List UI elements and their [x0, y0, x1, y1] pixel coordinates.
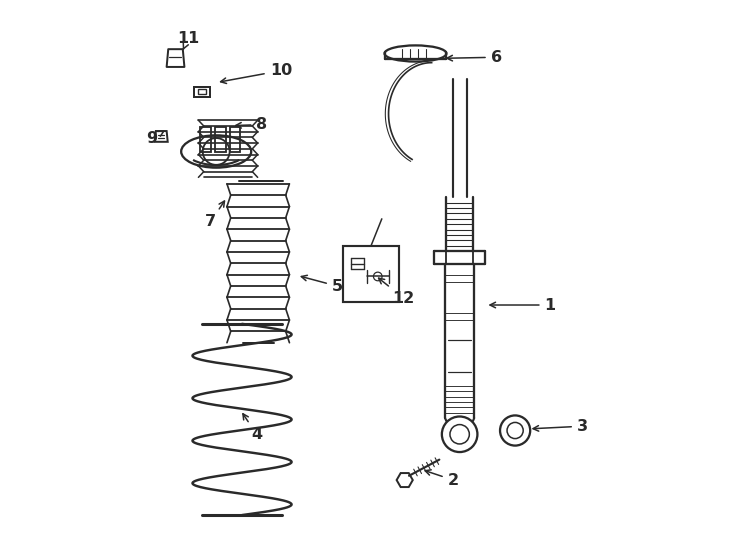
Text: 12: 12 — [379, 278, 415, 306]
Text: 1: 1 — [490, 298, 556, 313]
Text: 4: 4 — [243, 414, 262, 442]
Bar — [198, 89, 206, 94]
Bar — [343, 246, 399, 302]
Text: 10: 10 — [221, 63, 292, 84]
Text: 2: 2 — [425, 470, 459, 488]
Text: 9: 9 — [146, 131, 164, 146]
Text: 11: 11 — [177, 31, 200, 49]
Bar — [230, 127, 241, 152]
Bar — [200, 127, 211, 152]
Text: 6: 6 — [447, 50, 502, 65]
Text: 5: 5 — [302, 275, 343, 294]
Text: 8: 8 — [236, 117, 267, 132]
Text: 7: 7 — [206, 201, 225, 229]
Text: 3: 3 — [533, 418, 588, 434]
Bar — [194, 87, 210, 97]
Bar — [215, 127, 226, 152]
